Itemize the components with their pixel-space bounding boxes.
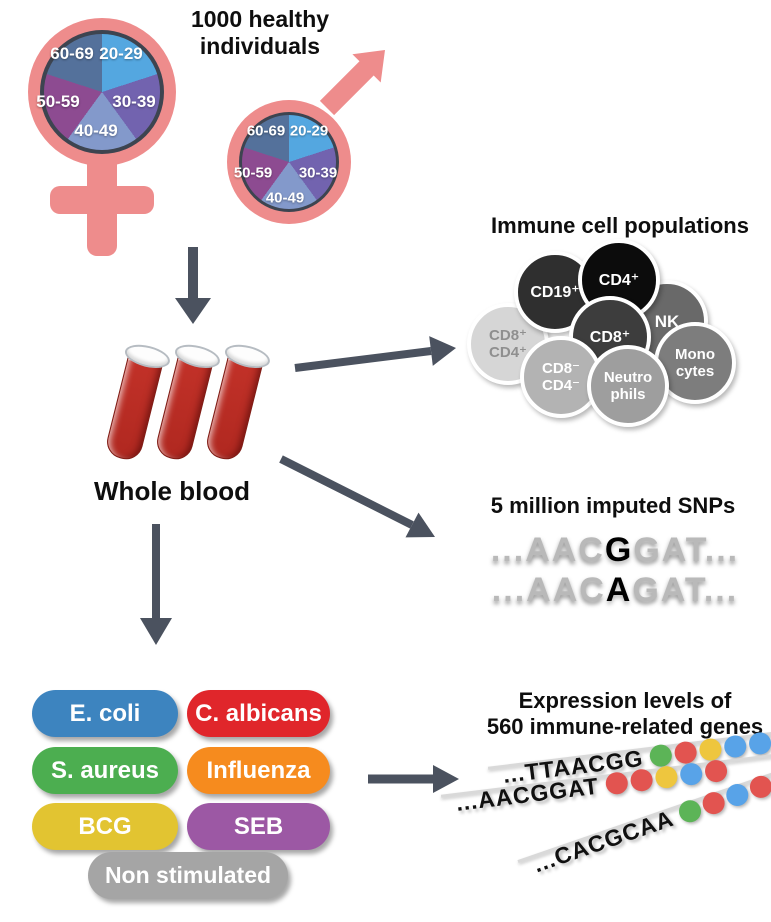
blood-tubes xyxy=(100,338,280,473)
expression-dot xyxy=(703,758,729,784)
cell-label: CD19⁺ xyxy=(530,283,580,301)
immune-populations-title: Immune cell populations xyxy=(491,213,749,238)
pie-label-40-49: 40-49 xyxy=(74,121,118,140)
expression-dot xyxy=(675,797,704,826)
female-age-pie xyxy=(44,34,160,150)
arrowhead xyxy=(140,618,172,645)
male-arrow-icon xyxy=(319,50,385,116)
pie-label-60-69: 60-69 xyxy=(50,44,94,63)
cell-label: CD8⁺ xyxy=(489,327,527,344)
pie-label-30-39: 30-39 xyxy=(298,164,338,182)
snps-title: 5 million imputed SNPs xyxy=(490,493,736,518)
cell-label: Neutro xyxy=(603,369,653,386)
expression-dot xyxy=(604,771,629,796)
stimulus-nonstimulated: Non stimulated xyxy=(88,852,288,899)
expression-dot xyxy=(723,781,752,810)
expression-dot xyxy=(653,764,679,790)
pie-label-40-49: 40-49 xyxy=(265,189,305,207)
female-symbol: 20-29 30-39 40-49 50-59 60-69 xyxy=(28,18,176,256)
arrowhead xyxy=(429,336,456,366)
female-cross-icon xyxy=(50,152,154,256)
stimulus-influenza: Influenza xyxy=(187,747,330,794)
expression-title: Expression levels of 560 immune-related … xyxy=(480,688,770,740)
cell-label: CD8⁺ xyxy=(589,328,631,346)
stimulus-label: S. aureus xyxy=(50,756,160,784)
pie-label-50-59: 50-59 xyxy=(233,164,273,182)
expression-dot xyxy=(678,761,704,787)
stimulus-label: C. albicans xyxy=(195,699,322,727)
arrow-blood-to-snps xyxy=(279,455,414,529)
stimulus-bcg: BCG xyxy=(32,803,178,850)
snp-seq-post: GAT... xyxy=(633,531,740,569)
snp-sequence-2: ...AACAGAT... xyxy=(440,571,771,610)
cell-label: CD4⁺ xyxy=(598,271,640,289)
stimulus-label: Non stimulated xyxy=(104,862,272,888)
expression-dot xyxy=(699,789,728,818)
arrowhead xyxy=(175,298,211,324)
stimulus-label: E. coli xyxy=(69,699,141,727)
expression-dot xyxy=(747,731,771,756)
stimulus-label: Influenza xyxy=(206,756,311,784)
stimulus-label: BCG xyxy=(78,812,132,840)
cell-label: Mono xyxy=(675,346,715,363)
expression-title-line1: Expression levels of xyxy=(518,688,732,713)
cell-label: CD4⁺ xyxy=(489,344,527,361)
expression-title-line2: 560 immune-related genes xyxy=(486,714,764,739)
stimulus-saureus: S. aureus xyxy=(32,747,178,794)
expression-dot xyxy=(746,772,771,801)
figure-title: 1000 healthy individuals xyxy=(160,6,360,60)
snp-seq-pre: ...AAC xyxy=(490,531,605,569)
whole-blood-label: Whole blood xyxy=(94,476,250,506)
arrowhead xyxy=(405,512,435,538)
figure-title-line2: individuals xyxy=(199,33,321,59)
expression-dot xyxy=(629,767,654,793)
arrow-blood-to-cells xyxy=(294,347,432,372)
cell-label: CD8⁻ xyxy=(542,360,580,377)
pie-label-60-69: 60-69 xyxy=(246,122,286,140)
gene-sequence-text: ...CACGCAA xyxy=(529,804,677,877)
cell-label: NK xyxy=(654,311,680,331)
cell-label: cytes xyxy=(675,363,715,380)
snp-sequence-1: ...AACGGAT... xyxy=(440,531,771,570)
cell-neutrophils: Neutro phils xyxy=(587,345,669,427)
stimulus-label: SEB xyxy=(233,812,284,840)
cell-label: CD4⁻ xyxy=(542,377,580,394)
snp-variant-allele: G xyxy=(604,531,634,569)
pie-label-20-29: 20-29 xyxy=(289,122,329,140)
pie-label-20-29: 20-29 xyxy=(99,44,143,63)
stimulus-seb: SEB xyxy=(187,803,330,850)
stimulus-ecoli: E. coli xyxy=(32,690,178,737)
snp-seq-post: GAT... xyxy=(632,571,739,609)
snp-variant-allele: A xyxy=(605,571,633,609)
pie-label-50-59: 50-59 xyxy=(36,92,80,111)
male-symbol: 20-29 30-39 40-49 50-59 60-69 xyxy=(227,50,385,224)
expression-dot xyxy=(723,734,748,759)
cell-label: phils xyxy=(610,386,646,403)
figure-title-line1: 1000 healthy xyxy=(190,6,330,32)
stimulus-calbicans: C. albicans xyxy=(187,690,330,737)
pie-label-30-39: 30-39 xyxy=(112,92,156,111)
male-age-pie xyxy=(242,115,336,209)
snp-seq-pre: ...AAC xyxy=(491,571,606,609)
